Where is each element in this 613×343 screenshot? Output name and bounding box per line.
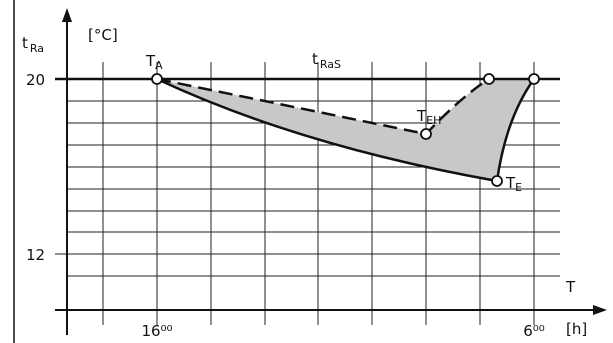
x-tick-label: 16⁰⁰ [141, 322, 172, 340]
point-label: TE [505, 174, 522, 194]
setback-area [157, 79, 534, 181]
point-label: TEH [416, 107, 441, 127]
x-tick-label: 6⁰⁰ [523, 322, 545, 340]
y-axis-symbol: t Ra [22, 34, 44, 55]
x-axis-unit: [h] [566, 320, 587, 338]
cooling-curve [156, 77, 498, 183]
y-tick-label: 12 [26, 246, 45, 264]
grid [55, 62, 560, 325]
markers [151, 73, 540, 187]
x-axis-symbol: T [565, 278, 576, 296]
point-label: TA [145, 52, 163, 72]
y-tick-label: 20 [26, 71, 45, 89]
heating-curve [495, 78, 536, 182]
y-axis-unit: [°C] [88, 26, 118, 44]
axes [55, 8, 607, 335]
setpoint-label: t RaS [312, 50, 341, 71]
